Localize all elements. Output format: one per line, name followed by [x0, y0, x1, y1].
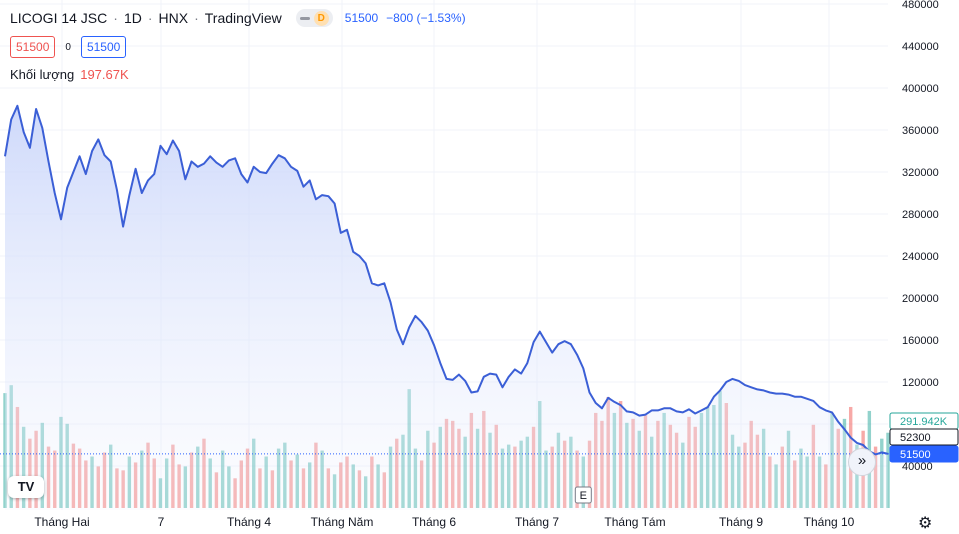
separator-dot: ·	[147, 10, 153, 26]
price-axis-label-box	[889, 445, 959, 463]
time-tick-label: Tháng Năm	[311, 515, 374, 529]
time-tick-label: Tháng 4	[227, 515, 271, 529]
separator-dot: ·	[113, 10, 118, 26]
time-tick-label: Tháng 10	[804, 515, 855, 529]
volume-label: Khối lượng	[10, 67, 75, 82]
symbol-name[interactable]: LICOGI 14 JSC	[10, 10, 108, 26]
time-tick-label: Tháng 7	[515, 515, 559, 529]
earnings-event-marker	[574, 486, 592, 504]
market-status-pill[interactable]: D	[295, 9, 333, 27]
event-marker-label: E	[580, 490, 587, 502]
price-line	[4, 104, 889, 456]
minus-icon	[299, 16, 310, 20]
quote-boxes: 51500 0 51500	[10, 36, 127, 58]
price-tick-label: 280000	[902, 209, 939, 221]
price-tick-label: 400000	[902, 83, 939, 95]
price-axis-label: 291.942K	[900, 416, 948, 428]
last-price: 51500	[344, 11, 379, 25]
price-change: −800 (−1.53%)	[386, 11, 466, 25]
price-tick-label: 40000	[902, 461, 933, 473]
interval[interactable]: 1D	[123, 10, 142, 26]
time-tick-label: Tháng 6	[412, 515, 456, 529]
time-tick-label: 7	[158, 515, 165, 529]
time-tick-label: Tháng Tám	[604, 515, 665, 529]
price-axis-label: 52300	[900, 432, 931, 444]
spread-value: 0	[65, 41, 71, 53]
price-axis-label-box	[889, 428, 959, 446]
price-tick-label: 440000	[902, 41, 939, 53]
data-source: TradingView	[204, 10, 282, 26]
gear-icon[interactable]: ⚙	[918, 515, 933, 532]
buy-price-box[interactable]: 51500	[80, 36, 127, 58]
price-tick-label: 200000	[902, 293, 939, 305]
time-tick-label: Tháng Hai	[34, 515, 89, 529]
price-tick-label: 360000	[902, 125, 939, 137]
chart-header: LICOGI 14 JSC · 1D · HNX · TradingView D…	[10, 9, 466, 27]
volume-legend[interactable]: Khối lượng 197.67K	[10, 67, 129, 82]
scroll-forward-icon[interactable]: »	[848, 448, 876, 476]
volume-value: 197.67K	[80, 67, 129, 82]
price-tick-label: 240000	[902, 251, 939, 263]
delayed-data-badge: D	[313, 10, 329, 26]
sell-price-box[interactable]: 51500	[10, 36, 56, 58]
time-tick-label: Tháng 9	[719, 515, 763, 529]
price-tick-label: 320000	[902, 167, 939, 179]
separator-dot: ·	[194, 10, 199, 26]
tradingview-logo[interactable]: TV	[8, 476, 44, 498]
price-tick-label: 160000	[902, 335, 939, 347]
price-tick-label: 480000	[902, 0, 939, 11]
exchange: HNX	[158, 10, 189, 26]
price-tick-label: 120000	[902, 377, 939, 389]
price-axis-label: 51500	[900, 449, 931, 461]
